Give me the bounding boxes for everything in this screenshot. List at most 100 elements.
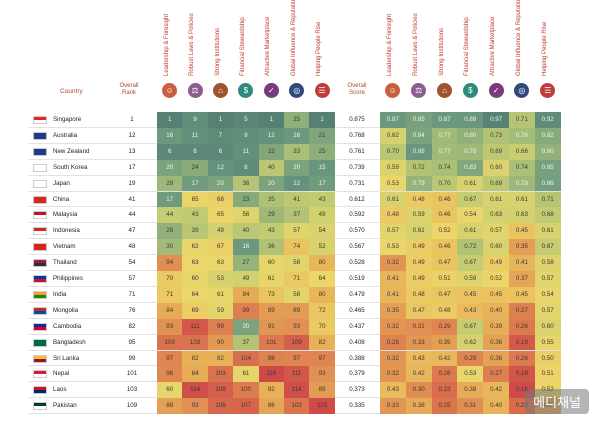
score-cell: 0.83 (457, 159, 484, 176)
score-cell: 0.71 (534, 191, 561, 208)
score-cell: 0.36 (483, 334, 509, 351)
rank-cell: 25 (309, 143, 335, 160)
rank-cell: 54 (309, 223, 335, 240)
score-cell: 0.26 (509, 318, 535, 335)
rank-cell: 11 (182, 127, 208, 144)
rank-cell: 115 (309, 398, 335, 415)
rank-cell: 9 (182, 112, 208, 128)
flag-new-zealand (33, 147, 47, 156)
overall-rank: 41 (128, 195, 136, 203)
score-cell: 0.49 (405, 255, 432, 271)
score-cell: 0.47 (431, 286, 458, 303)
overall-rank: 76 (128, 306, 136, 314)
score-cell: 0.23 (431, 382, 458, 399)
score-cell: 0.61 (457, 175, 484, 192)
score-cell: 0.48 (405, 286, 432, 303)
score-cell: 0.26 (509, 350, 535, 367)
score-cell: 0.31 (405, 318, 432, 335)
overall-score: 0.731 (349, 179, 365, 187)
overall-score: 0.570 (349, 227, 365, 235)
flag-japan (33, 179, 47, 188)
score-cell: 0.38 (457, 382, 484, 399)
rank-cell: 30 (157, 239, 183, 256)
flag-india (33, 290, 47, 299)
score-cell: 0.19 (509, 334, 535, 351)
score-cell: 0.67 (457, 191, 484, 208)
rank-cell: 38 (233, 175, 259, 192)
rank-cell: 43 (258, 223, 284, 240)
rank-cell: 16 (157, 127, 183, 144)
flag-china (33, 195, 47, 204)
overall-score: 0.479 (349, 290, 365, 298)
flag-philippines (33, 275, 47, 283)
rank-cell: 90 (207, 334, 234, 351)
country-name: Cambodia (53, 322, 82, 330)
header-country: Country (60, 88, 83, 95)
rank-cell: 82 (258, 382, 284, 399)
rank-cell: 37 (284, 207, 310, 224)
rank-cell: 84 (182, 366, 208, 383)
rank-cell: 20 (258, 175, 284, 192)
rank-cell: 89 (258, 302, 284, 319)
score-cell: 0.35 (380, 302, 406, 319)
flag-sri-lanka (33, 354, 47, 363)
score-cell: 0.41 (509, 255, 535, 271)
scales-icon: ⚖ (411, 83, 427, 98)
rank-cell: 21 (309, 127, 335, 144)
overall-rank: 109 (126, 402, 138, 410)
country-name: Laos (53, 386, 67, 394)
overall-score: 0.528 (349, 259, 365, 267)
score-cell: 0.29 (457, 350, 484, 367)
indicator-header: Global Influence & Reputation (515, 0, 522, 76)
score-cell: 0.76 (509, 127, 535, 144)
rank-cell: 97 (157, 350, 183, 367)
rank-cell: 39 (182, 223, 208, 240)
rank-cell: 20 (157, 159, 183, 176)
score-cell: 0.49 (405, 239, 432, 256)
score-cell: 0.37 (509, 271, 535, 287)
rank-cell: 109 (284, 334, 310, 351)
rank-cell: 12 (284, 175, 310, 192)
rank-cell: 82 (182, 350, 208, 367)
score-cell: 0.80 (457, 127, 484, 144)
overall-score: 0.768 (349, 131, 365, 139)
score-cell: 0.50 (534, 350, 561, 367)
score-cell: 0.87 (380, 112, 406, 128)
ladder-icon: ☰ (314, 83, 330, 98)
rank-cell: 1 (207, 112, 234, 128)
rank-cell: 12 (258, 127, 284, 144)
score-cell: 0.59 (405, 207, 432, 224)
country-name: Mongolia (53, 306, 79, 314)
score-cell: 0.41 (380, 286, 406, 303)
indicator-header: Financial Stewardship (239, 17, 246, 76)
score-cell: 0.97 (483, 112, 509, 128)
rank-cell: 97 (284, 350, 310, 367)
score-cell: 0.63 (509, 207, 535, 224)
score-cell: 0.52 (431, 223, 458, 240)
country-name: Japan (53, 179, 70, 187)
rank-cell: 1 (258, 112, 284, 128)
country-name: Nepal (53, 370, 70, 378)
overall-score: 0.875 (349, 116, 365, 123)
overall-rank: 12 (128, 131, 136, 139)
flag-singapore (33, 116, 47, 124)
overall-rank: 44 (128, 211, 136, 219)
rank-cell: 56 (233, 207, 259, 224)
score-cell: 0.33 (405, 334, 432, 351)
header-overall-score: Overall Score (347, 83, 367, 96)
rank-cell: 103 (157, 334, 183, 351)
cart-icon: ✓ (488, 83, 504, 98)
score-cell: 0.61 (457, 223, 484, 240)
rank-cell: 111 (182, 318, 208, 335)
score-cell: 0.63 (483, 207, 509, 224)
rank-cell: 20 (284, 159, 310, 176)
ladder-icon: ☰ (540, 83, 556, 98)
overall-score: 0.408 (349, 338, 365, 346)
score-cell: 0.54 (457, 207, 484, 224)
score-cell: 0.67 (457, 255, 484, 271)
rank-cell: 65 (207, 207, 234, 224)
score-cell: 0.45 (457, 286, 484, 303)
rank-cell: 107 (233, 398, 259, 415)
rank-cell: 94 (157, 255, 183, 271)
